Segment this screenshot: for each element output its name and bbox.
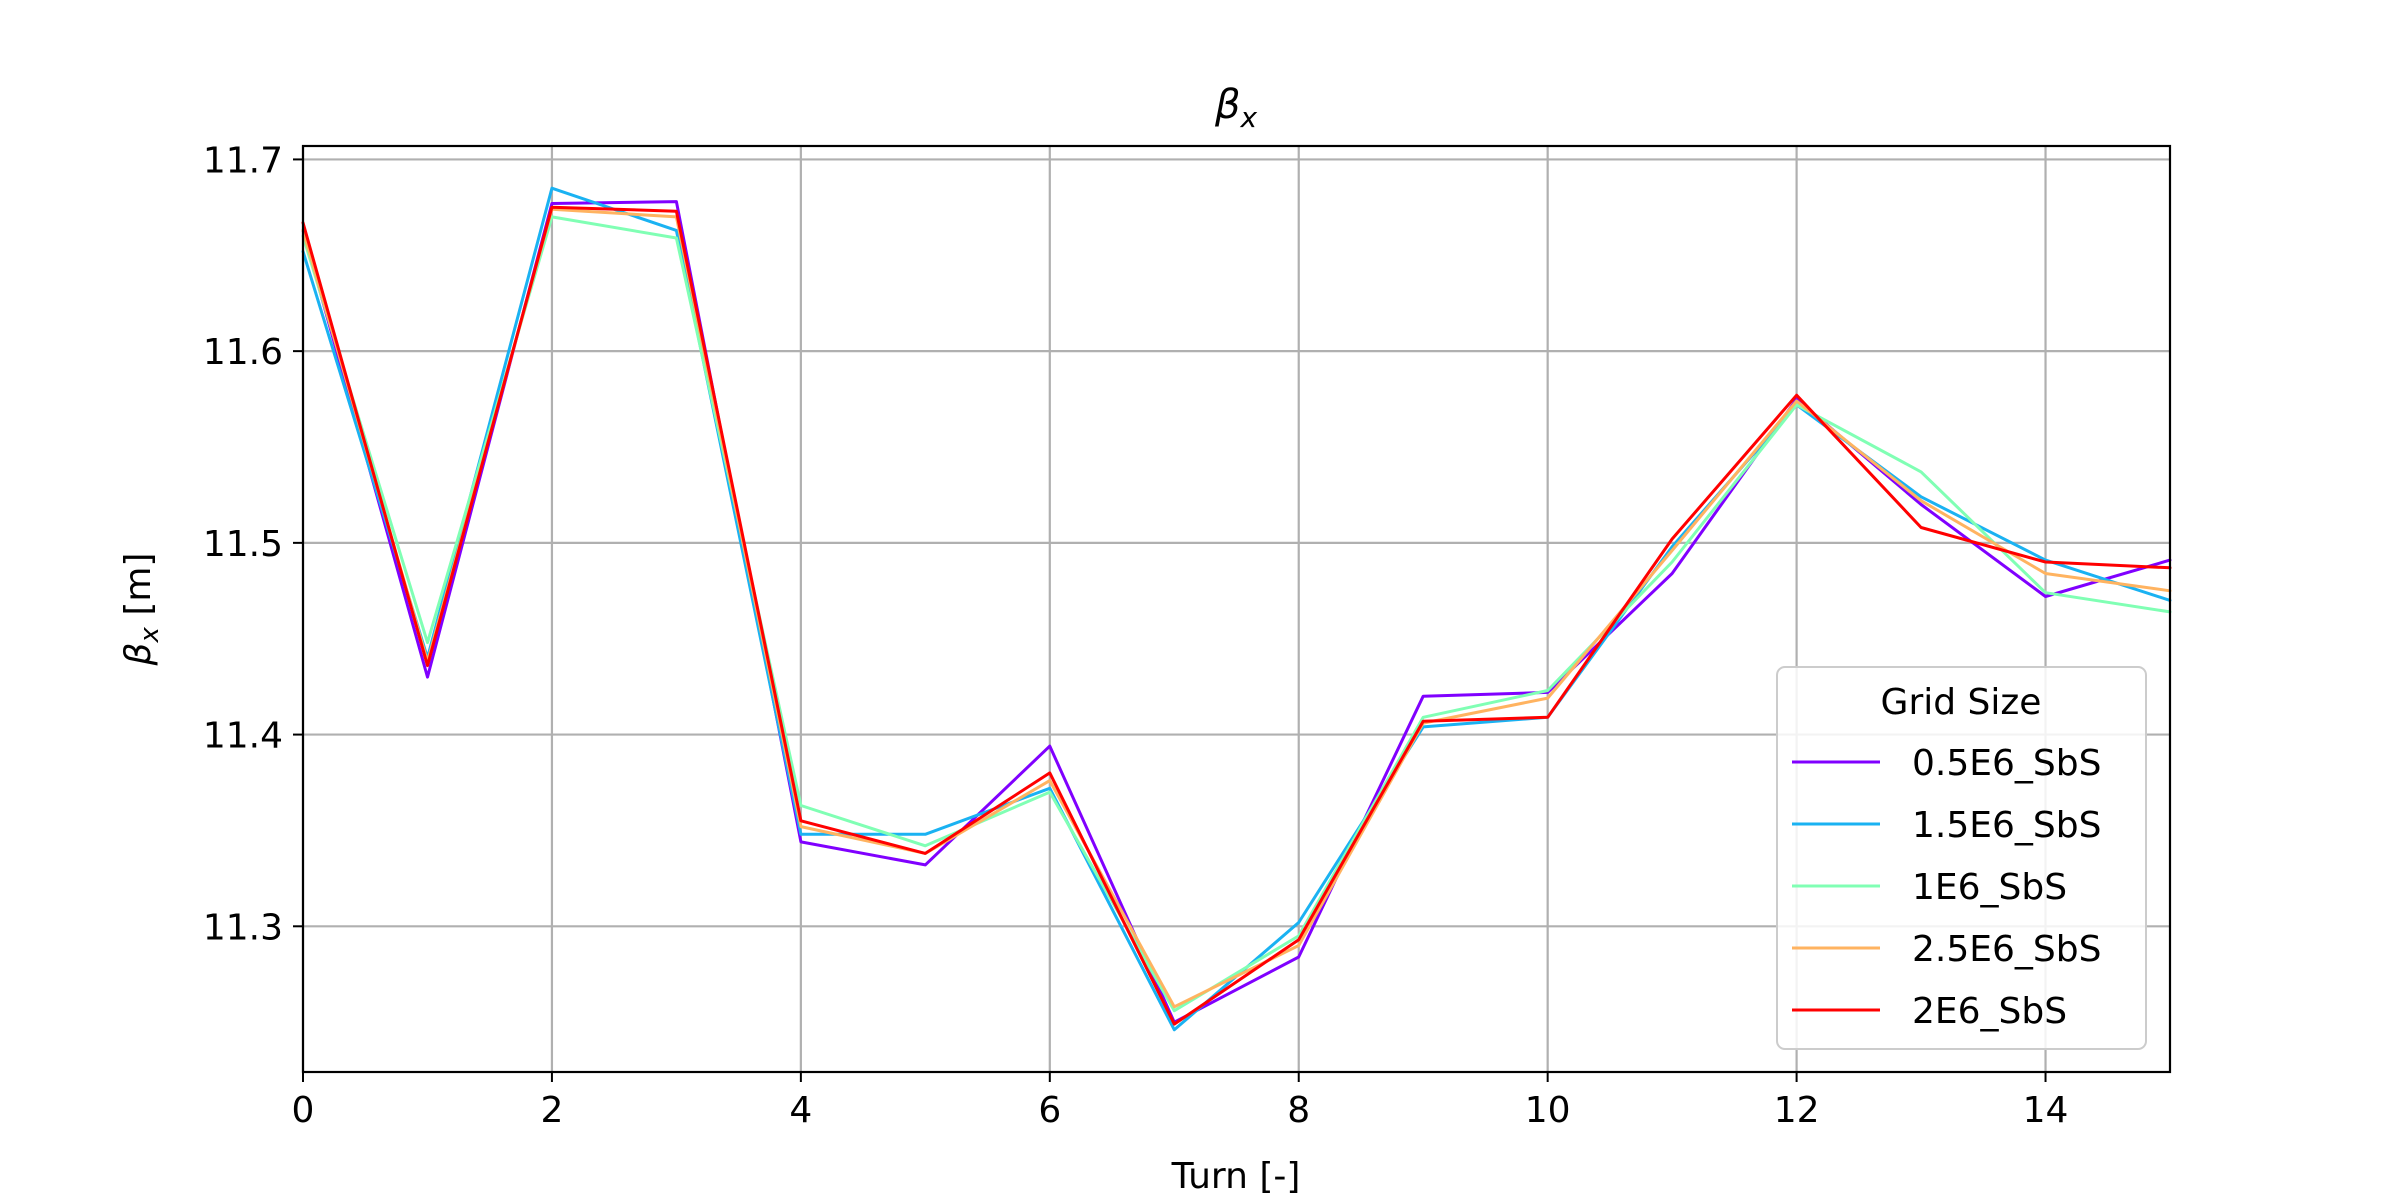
y-tick-label: 11.5 xyxy=(203,524,283,565)
y-tick-label: 11.3 xyxy=(203,907,283,948)
x-tick-label: 4 xyxy=(789,1090,812,1131)
y-tick-label: 11.4 xyxy=(203,716,283,757)
x-tick-label: 10 xyxy=(1525,1090,1571,1131)
legend-label: 1.5E6_SbS xyxy=(1912,805,2101,846)
legend-label: 0.5E6_SbS xyxy=(1912,743,2101,784)
series-line-2.5E6_SbS xyxy=(301,207,2172,1009)
x-tick-label: 2 xyxy=(540,1090,563,1131)
legend-label: 1E6_SbS xyxy=(1912,867,2067,908)
axis-ticks: 0 2 4 6 8 10 12 14 11.3 11.4 11.5 11.6 11.7 xyxy=(203,140,2069,1131)
legend-title: Grid Size xyxy=(1881,682,2042,723)
x-tick-label: 8 xyxy=(1287,1090,1310,1131)
x-tick-label: 0 xyxy=(292,1090,315,1131)
series-line-2E6_SbS xyxy=(301,205,2172,1026)
legend: Grid Size 0.5E6_SbS 1.5E6_SbS 1E6_SbS 2.5E6… xyxy=(1776,666,2147,1050)
series-lines xyxy=(301,186,2172,1032)
x-tick-label: 14 xyxy=(2023,1090,2069,1131)
legend-label: 2.5E6_SbS xyxy=(1912,929,2101,970)
y-tick-label: 11.6 xyxy=(203,332,283,373)
y-axis-label: βx [m] xyxy=(118,553,165,667)
x-tick-label: 12 xyxy=(1774,1090,1820,1131)
x-tick-label: 6 xyxy=(1038,1090,1061,1131)
x-axis-label: Turn [-] xyxy=(1171,1156,1301,1197)
y-tick-label: 11.7 xyxy=(203,140,283,181)
legend-label: 2E6_SbS xyxy=(1912,991,2067,1032)
series-line-1E6_SbS xyxy=(301,215,2172,1013)
chart-title: βx xyxy=(1214,82,1258,134)
axes-frame xyxy=(301,144,2172,1074)
